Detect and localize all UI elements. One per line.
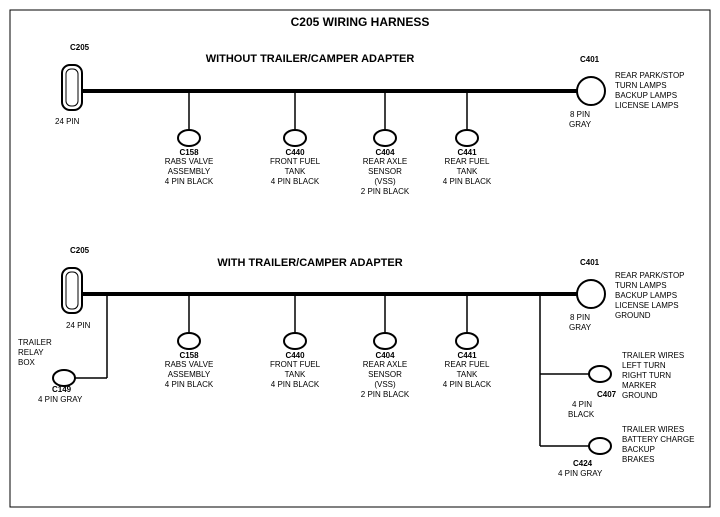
svg-text:MARKER: MARKER — [622, 381, 656, 390]
svg-text:TANK: TANK — [285, 167, 306, 176]
svg-text:WITHOUT TRAILER/CAMPER ADAPT: WITHOUT TRAILER/CAMPER ADAPTER — [206, 53, 415, 65]
svg-text:REAR AXLE: REAR AXLE — [363, 360, 407, 369]
svg-text:GRAY: GRAY — [569, 323, 592, 332]
svg-text:FRONT FUEL: FRONT FUEL — [270, 360, 321, 369]
svg-text:BACKUP LAMPS: BACKUP LAMPS — [615, 291, 677, 300]
svg-text:WITH TRAILER/CAMPER ADAPTER: WITH TRAILER/CAMPER ADAPTER — [217, 257, 402, 269]
svg-text:C401: C401 — [580, 55, 600, 64]
svg-text:C205 WIRING HARNESS: C205 WIRING HARNESS — [291, 15, 430, 29]
svg-text:C404: C404 — [375, 148, 395, 157]
svg-text:4 PIN BLACK: 4 PIN BLACK — [271, 380, 320, 389]
svg-text:C407: C407 — [597, 390, 617, 399]
svg-text:FRONT FUEL: FRONT FUEL — [270, 157, 321, 166]
svg-text:C205: C205 — [70, 246, 90, 255]
svg-text:RELAY: RELAY — [18, 348, 44, 357]
svg-text:GROUND: GROUND — [615, 311, 651, 320]
svg-text:C158: C158 — [179, 351, 199, 360]
svg-text:2 PIN BLACK: 2 PIN BLACK — [361, 187, 410, 196]
svg-text:REAR AXLE: REAR AXLE — [363, 157, 407, 166]
svg-text:ASSEMBLY: ASSEMBLY — [168, 167, 211, 176]
svg-text:BRAKES: BRAKES — [622, 455, 654, 464]
svg-text:C158: C158 — [179, 148, 199, 157]
svg-text:RIGHT TURN: RIGHT TURN — [622, 371, 671, 380]
svg-text:4 PIN GRAY: 4 PIN GRAY — [558, 469, 603, 478]
svg-text:REAR PARK/STOP: REAR PARK/STOP — [615, 71, 685, 80]
svg-text:BACKUP: BACKUP — [622, 445, 655, 454]
svg-text:C441: C441 — [457, 148, 477, 157]
svg-text:BATTERY CHARGE: BATTERY CHARGE — [622, 435, 694, 444]
svg-text:TANK: TANK — [457, 167, 478, 176]
svg-text:BACKUP LAMPS: BACKUP LAMPS — [615, 91, 677, 100]
svg-text:GROUND: GROUND — [622, 391, 658, 400]
svg-text:TRAILER WIRES: TRAILER WIRES — [622, 425, 684, 434]
svg-text:2 PIN BLACK: 2 PIN BLACK — [361, 390, 410, 399]
svg-text:BOX: BOX — [18, 358, 36, 367]
svg-text:RABS VALVE: RABS VALVE — [165, 157, 214, 166]
svg-text:C205: C205 — [70, 43, 90, 52]
svg-text:C401: C401 — [580, 258, 600, 267]
svg-text:REAR FUEL: REAR FUEL — [445, 360, 490, 369]
svg-text:C149: C149 — [52, 385, 72, 394]
svg-text:C440: C440 — [285, 148, 305, 157]
svg-text:24 PIN: 24 PIN — [66, 321, 91, 330]
svg-text:4 PIN GRAY: 4 PIN GRAY — [38, 395, 83, 404]
svg-text:GRAY: GRAY — [569, 120, 592, 129]
svg-text:(VSS): (VSS) — [374, 380, 396, 389]
svg-text:TANK: TANK — [285, 370, 306, 379]
svg-text:TURN LAMPS: TURN LAMPS — [615, 281, 667, 290]
svg-text:C440: C440 — [285, 351, 305, 360]
svg-text:8 PIN: 8 PIN — [570, 313, 590, 322]
svg-text:4 PIN BLACK: 4 PIN BLACK — [165, 380, 214, 389]
svg-text:4 PIN: 4 PIN — [572, 400, 592, 409]
svg-text:4 PIN BLACK: 4 PIN BLACK — [271, 177, 320, 186]
svg-text:4 PIN BLACK: 4 PIN BLACK — [443, 380, 492, 389]
svg-text:RABS VALVE: RABS VALVE — [165, 360, 214, 369]
svg-text:8 PIN: 8 PIN — [570, 110, 590, 119]
svg-text:C441: C441 — [457, 351, 477, 360]
svg-text:SENSOR: SENSOR — [368, 167, 402, 176]
svg-text:ASSEMBLY: ASSEMBLY — [168, 370, 211, 379]
svg-text:C404: C404 — [375, 351, 395, 360]
svg-text:LEFT TURN: LEFT TURN — [622, 361, 666, 370]
svg-text:REAR PARK/STOP: REAR PARK/STOP — [615, 271, 685, 280]
svg-text:LICENSE LAMPS: LICENSE LAMPS — [615, 301, 679, 310]
svg-text:BLACK: BLACK — [568, 410, 595, 419]
svg-text:SENSOR: SENSOR — [368, 370, 402, 379]
svg-text:TRAILER: TRAILER — [18, 338, 52, 347]
svg-text:4 PIN BLACK: 4 PIN BLACK — [443, 177, 492, 186]
svg-text:4 PIN BLACK: 4 PIN BLACK — [165, 177, 214, 186]
svg-text:LICENSE LAMPS: LICENSE LAMPS — [615, 101, 679, 110]
svg-text:REAR FUEL: REAR FUEL — [445, 157, 490, 166]
svg-text:TURN LAMPS: TURN LAMPS — [615, 81, 667, 90]
svg-text:TRAILER WIRES: TRAILER WIRES — [622, 351, 684, 360]
svg-text:C424: C424 — [573, 459, 593, 468]
svg-text:TANK: TANK — [457, 370, 478, 379]
svg-text:(VSS): (VSS) — [374, 177, 396, 186]
svg-text:24 PIN: 24 PIN — [55, 117, 80, 126]
